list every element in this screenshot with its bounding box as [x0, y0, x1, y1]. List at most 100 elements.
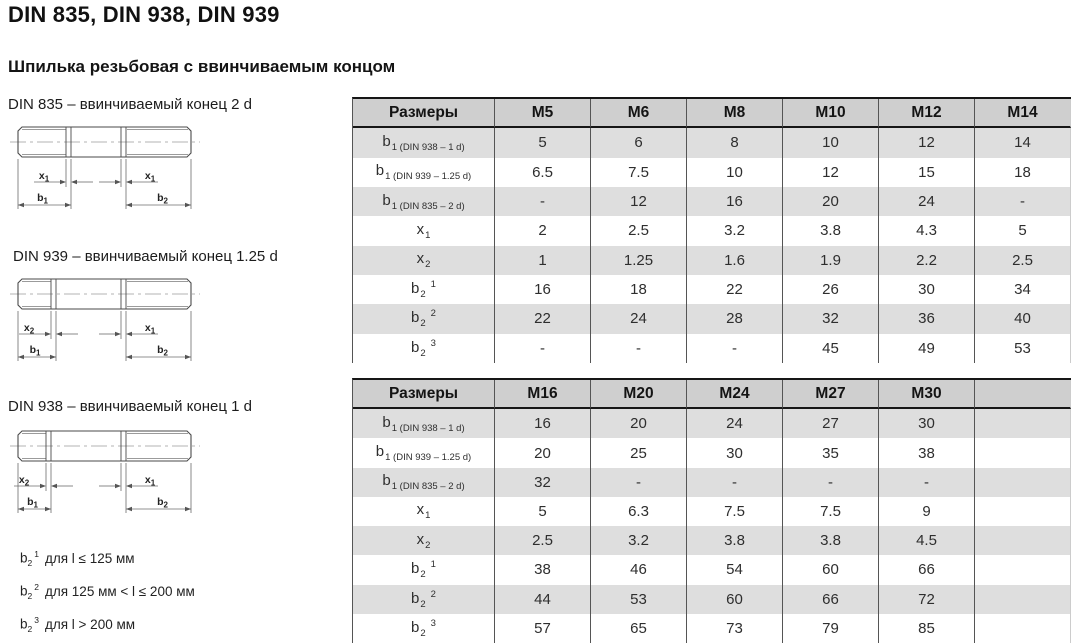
- table-cell: 60: [687, 584, 783, 614]
- row-label: b22: [353, 584, 495, 614]
- table-header-empty: [975, 380, 1071, 410]
- row-label: b1 (DIN 835 – 2 d): [353, 467, 495, 497]
- table-cell: 22: [687, 275, 783, 305]
- row-label: x2: [353, 245, 495, 275]
- table-cell: -: [975, 187, 1071, 217]
- table-cell: 28: [687, 304, 783, 334]
- table-cell: 18: [975, 157, 1071, 187]
- table-cell: 65: [591, 613, 687, 643]
- table-cell: 73: [687, 613, 783, 643]
- table-cell: 66: [783, 584, 879, 614]
- row-label: x2: [353, 526, 495, 556]
- row-label: b1 (DIN 938 – 1 d): [353, 128, 495, 158]
- table-cell: -: [783, 467, 879, 497]
- table-cell: 38: [879, 438, 975, 468]
- table-cell: 46: [591, 555, 687, 585]
- table-cell: 30: [879, 409, 975, 439]
- page-title: DIN 835, DIN 938, DIN 939: [8, 2, 280, 27]
- table-cell: 4.3: [879, 216, 975, 246]
- svg-text:x1: x1: [39, 170, 50, 184]
- table-cell: 12: [783, 157, 879, 187]
- table-cell: 57: [495, 613, 591, 643]
- table-cell: 18: [591, 275, 687, 305]
- table-cell: 16: [687, 187, 783, 217]
- table-cell: 20: [591, 409, 687, 439]
- table-cell: 4.5: [879, 526, 975, 556]
- table-cell: -: [591, 333, 687, 363]
- row-label: b22: [353, 304, 495, 334]
- table-cell: 3.2: [687, 216, 783, 246]
- table-header-M24: M24: [687, 380, 783, 410]
- diagram-caption-din938: DIN 938 – ввинчиваемый конец 1 d: [8, 398, 252, 415]
- table-cell: 16: [495, 275, 591, 305]
- table-cell: 1.6: [687, 245, 783, 275]
- table-header-M14: M14: [975, 99, 1071, 129]
- diagram-caption-din835: DIN 835 – ввинчиваемый конец 2 d: [8, 96, 252, 113]
- row-label: b23: [353, 333, 495, 363]
- table-cell: [975, 526, 1071, 556]
- table-header-M8: M8: [687, 99, 783, 129]
- table-header-M12: M12: [879, 99, 975, 129]
- table-cell: 36: [879, 304, 975, 334]
- table-cell: 35: [783, 438, 879, 468]
- table-cell: 66: [879, 555, 975, 585]
- table-header-sizes: Размеры: [353, 99, 495, 129]
- table-header-M20: M20: [591, 380, 687, 410]
- table-cell: 44: [495, 584, 591, 614]
- row-label: b1 (DIN 939 – 1.25 d): [353, 157, 495, 187]
- table-cell: 1: [495, 245, 591, 275]
- table-cell: 8: [687, 128, 783, 158]
- table-cell: 5: [495, 128, 591, 158]
- table-cell: 6.3: [591, 496, 687, 527]
- svg-text:x1: x1: [145, 322, 156, 336]
- table-cell: 30: [687, 438, 783, 468]
- svg-text:b2: b2: [157, 344, 168, 358]
- table-header-M5: M5: [495, 99, 591, 129]
- table-cell: 24: [591, 304, 687, 334]
- table-cell: -: [879, 467, 975, 497]
- table-cell: 32: [495, 467, 591, 497]
- table-cell: 34: [975, 275, 1071, 305]
- table-cell: 3.8: [687, 526, 783, 556]
- table-cell: -: [687, 467, 783, 497]
- row-label: b21: [353, 555, 495, 585]
- table-cell: 16: [495, 409, 591, 439]
- table-cell: 5: [495, 496, 591, 527]
- svg-text:b2: b2: [157, 192, 168, 206]
- table-cell: 24: [687, 409, 783, 439]
- footnote-b2-3: b23 для l > 200 мм: [20, 615, 136, 635]
- svg-text:b1: b1: [27, 496, 38, 510]
- svg-text:x1: x1: [145, 474, 156, 488]
- svg-text:x2: x2: [24, 322, 35, 336]
- table-cell: -: [687, 333, 783, 363]
- table-cell: 2.5: [975, 245, 1071, 275]
- table-cell: 60: [783, 555, 879, 585]
- row-label: b21: [353, 275, 495, 305]
- row-label: b1 (DIN 938 – 1 d): [353, 409, 495, 439]
- footnote-b2-1: b21 для l ≤ 125 мм: [20, 549, 135, 569]
- table-cell: 40: [975, 304, 1071, 334]
- svg-text:b1: b1: [30, 344, 41, 358]
- table-cell: 10: [687, 157, 783, 187]
- footnotes-block: b21 для l ≤ 125 мм b22 для 125 мм < l ≤ 20…: [20, 549, 195, 643]
- table-header-sizes: Размеры: [353, 380, 495, 410]
- table-cell: 26: [783, 275, 879, 305]
- row-label: b23: [353, 613, 495, 643]
- table-cell: 32: [783, 304, 879, 334]
- row-label: b1 (DIN 939 – 1.25 d): [353, 438, 495, 468]
- dimensions-table-m16-m30: Размеры M16 M20 M24 M27 M30 b1 (DIN 938 – 1 d)…: [352, 378, 1071, 643]
- table-cell: 14: [975, 128, 1071, 158]
- table-cell: 45: [783, 333, 879, 363]
- table-cell: 12: [879, 128, 975, 158]
- svg-text:x2: x2: [19, 474, 30, 488]
- table-cell: [975, 496, 1071, 527]
- svg-text:b2: b2: [157, 496, 168, 510]
- table-header-M6: M6: [591, 99, 687, 129]
- table-cell: -: [591, 467, 687, 497]
- table-cell: 6: [591, 128, 687, 158]
- table-cell: 30: [879, 275, 975, 305]
- table-cell: 7.5: [783, 496, 879, 527]
- table-cell: 72: [879, 584, 975, 614]
- table-cell: -: [495, 333, 591, 363]
- table-cell: [975, 409, 1071, 439]
